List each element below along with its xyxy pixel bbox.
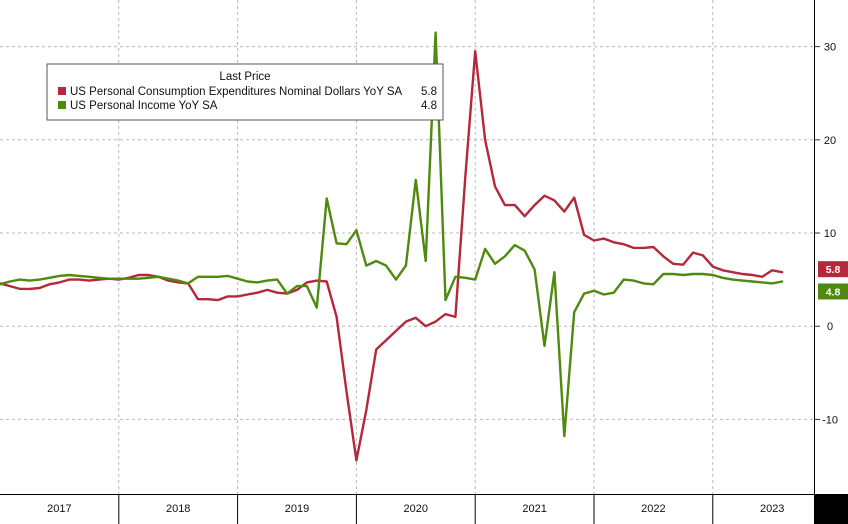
x-axis: 2017 2018 2019 2020 2021 2022 2023 (47, 495, 784, 524)
legend-box (46, 63, 444, 121)
legend-label-pce: US Personal Consumption Expenditures Nom… (70, 86, 403, 98)
y-axis: -10 0 10 20 30 (815, 42, 838, 426)
y-tick-label: 0 (827, 321, 833, 333)
x-tick-label: 2021 (522, 503, 546, 515)
grid-lines (0, 0, 814, 494)
legend-title: Last Price (219, 71, 270, 83)
legend-value-income: 4.8 (421, 100, 437, 112)
legend-label-income: US Personal Income YoY SA (70, 100, 218, 112)
last-value-labels: 5.8 4.8 (818, 261, 848, 300)
chart-legend: Last Price US Personal Consumption Expen… (46, 63, 444, 121)
last-value-text-pce: 5.8 (826, 264, 841, 276)
x-axis-panel-background (0, 495, 814, 524)
y-tick-label: 30 (824, 42, 836, 54)
x-tick-label: 2022 (641, 503, 665, 515)
x-tick-label: 2017 (47, 503, 71, 515)
x-tick-label: 2018 (166, 503, 190, 515)
x-tick-label: 2020 (404, 503, 428, 515)
x-tick-label: 2023 (760, 503, 784, 515)
last-value-text-income: 4.8 (826, 286, 841, 298)
x-tick-label: 2019 (285, 503, 309, 515)
y-tick-label: 10 (824, 228, 836, 240)
y-tick-label: -10 (822, 414, 838, 426)
legend-swatch-pce (58, 87, 66, 95)
last-value-tag-pce (818, 261, 848, 278)
y-tick-label: 20 (824, 135, 836, 147)
series-lines (0, 31, 784, 462)
legend-value-pce: 5.8 (421, 86, 437, 98)
last-value-tag-income (818, 283, 848, 300)
y-axis-panel-background (815, 0, 848, 494)
series-line-income (0, 31, 784, 438)
legend-swatch-income (58, 101, 66, 109)
series-line-pce (0, 50, 784, 462)
